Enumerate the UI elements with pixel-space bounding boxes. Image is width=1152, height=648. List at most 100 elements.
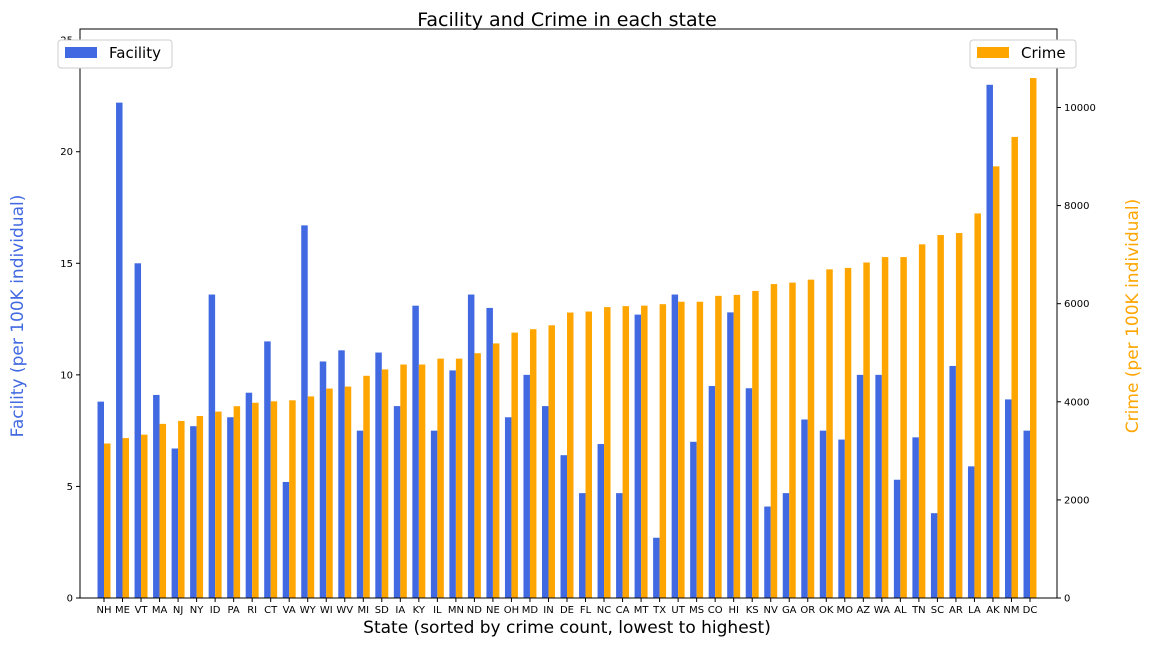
right-tick-label: 4000 <box>1064 397 1089 408</box>
facility-bar-nj <box>171 448 179 598</box>
crime-bar-ct <box>270 401 278 598</box>
x-tick-label-ct: CT <box>264 605 278 616</box>
x-tick-label-mo: MO <box>837 605 854 616</box>
facility-bar-md <box>523 374 530 598</box>
x-tick-label-pa: PA <box>228 605 240 616</box>
crime-bar-ny <box>196 416 204 598</box>
left-tick-label: 20 <box>60 147 73 158</box>
crime-bar-md <box>529 329 537 598</box>
crime-bar-mi <box>363 375 370 598</box>
crime-bar-nc <box>604 307 611 598</box>
crime-bar-tn <box>918 244 926 598</box>
crime-bar-wi <box>326 388 333 598</box>
x-tick-label-wv: WV <box>336 605 353 616</box>
crime-bar-wv <box>344 386 352 598</box>
crime-bar-dc <box>1030 78 1037 598</box>
legend-facility: Facility <box>57 39 173 69</box>
facility-bar-tx <box>653 537 660 598</box>
right-tick-label: 2000 <box>1064 495 1089 506</box>
crime-bar-il <box>437 358 444 598</box>
facility-bar-wv <box>338 350 345 598</box>
crime-bar-co <box>715 295 722 598</box>
crime-bar-sd <box>381 369 389 598</box>
crime-bar-oh <box>511 332 518 598</box>
left-y-axis-label: Facility (per 100K individual) <box>8 195 28 438</box>
crime-bar-nm <box>1011 136 1018 598</box>
facility-bar-ca <box>616 493 623 598</box>
facility-bar-nv <box>764 506 771 598</box>
crime-bar-ma <box>159 423 167 598</box>
right-tick-label: 0 <box>1064 594 1070 605</box>
x-tick-label-de: DE <box>560 605 574 616</box>
x-tick-label-ga: GA <box>782 605 797 616</box>
x-tick-label-md: MD <box>522 605 539 616</box>
facility-bar-wy <box>301 225 308 598</box>
facility-bar-mt <box>634 314 642 598</box>
facility-bar-tn <box>912 437 919 598</box>
x-tick-label-tn: TN <box>911 605 926 616</box>
facility-bar-ms <box>690 441 697 598</box>
crime-bar-la <box>974 213 981 598</box>
facility-bar-dc <box>1023 430 1030 598</box>
legend-facility-label: Facility <box>109 44 161 62</box>
x-tick-label-wy: WY <box>300 605 317 616</box>
x-tick-label-dc: DC <box>1023 605 1038 616</box>
x-tick-label-ak: AK <box>986 605 1000 616</box>
facility-bar-nc <box>597 444 605 598</box>
x-tick-label-ne: NE <box>486 605 500 616</box>
facility-bar-ct <box>264 341 271 598</box>
facility-bar-ok <box>819 430 827 598</box>
x-tick-label-nc: NC <box>597 605 611 616</box>
crime-bar-wa <box>881 257 889 598</box>
facility-bar-vt <box>134 263 142 598</box>
x-tick-label-mt: MT <box>634 605 650 616</box>
x-tick-label-ms: MS <box>689 605 704 616</box>
facility-bar-wa <box>875 374 882 598</box>
crime-bar-ok <box>826 269 833 598</box>
left-tick-label: 10 <box>60 370 73 381</box>
x-tick-label-nv: NV <box>764 605 778 616</box>
x-tick-label-nj: NJ <box>173 605 183 616</box>
x-tick-label-ma: MA <box>152 605 168 616</box>
x-tick-label-wi: WI <box>320 605 333 616</box>
facility-bar-mo <box>838 439 845 598</box>
facility-bar-ri <box>245 392 253 598</box>
right-tick-label: 6000 <box>1064 299 1089 310</box>
x-tick-label-ks: KS <box>746 605 759 616</box>
facility-bar-ma <box>153 394 160 598</box>
crime-bar-va <box>289 400 296 598</box>
legend-facility-swatch <box>65 47 97 58</box>
facility-bar-mn <box>449 370 456 598</box>
facility-bar-in <box>541 406 549 598</box>
plot-frame <box>79 28 1058 599</box>
crime-bar-al <box>900 257 907 598</box>
x-tick-label-nh: NH <box>97 605 112 616</box>
facility-bar-ia <box>393 406 401 598</box>
crime-bar-id <box>215 411 222 598</box>
facility-bar-ny <box>190 426 197 598</box>
crime-bar-de <box>567 312 574 598</box>
crime-bar-ca <box>622 306 630 598</box>
right-y-axis: 0 2000 4000 6000 8000 10000 <box>1057 103 1096 605</box>
facility-bar-la <box>967 466 975 598</box>
x-tick-label-la: LA <box>968 605 981 616</box>
x-tick-label-il: IL <box>433 605 442 616</box>
crime-bar-mo <box>844 267 852 598</box>
x-axis-label: State (sorted by crime count, lowest to … <box>363 618 771 638</box>
x-tick-label-nd: ND <box>467 605 482 616</box>
facility-bar-hi <box>727 312 734 598</box>
x-tick-label-ca: CA <box>616 605 630 616</box>
facility-bar-nd <box>467 294 475 598</box>
x-tick-label-ut: UT <box>671 605 685 616</box>
x-tick-label-wa: WA <box>874 605 890 616</box>
facility-bar-sd <box>375 352 382 598</box>
right-tick-label: 8000 <box>1064 201 1089 212</box>
crime-bar-vt <box>141 434 148 598</box>
facility-bar-or <box>801 419 808 598</box>
crime-bar-sc <box>937 235 944 598</box>
x-tick-label-nm: NM <box>1003 605 1019 616</box>
x-tick-label-in: IN <box>543 605 553 616</box>
right-tick-label: 10000 <box>1064 103 1096 114</box>
facility-bar-il <box>430 430 438 598</box>
